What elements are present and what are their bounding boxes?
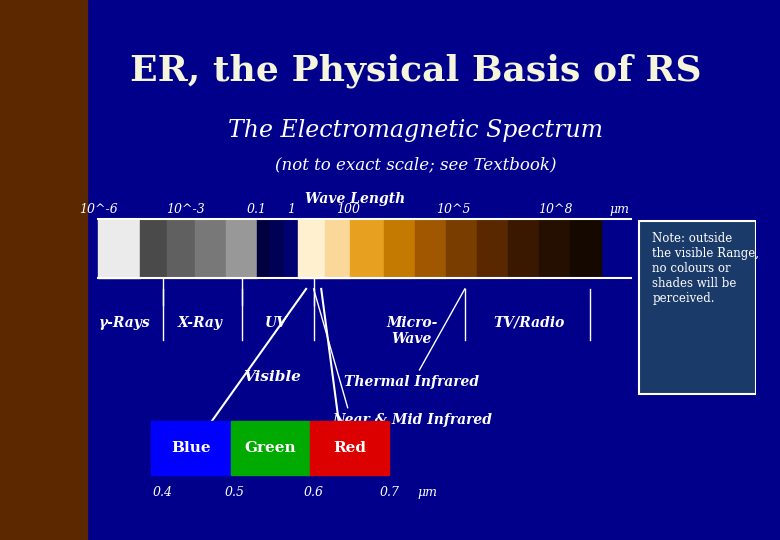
Text: Red: Red [333, 441, 366, 455]
Text: 0.6: 0.6 [303, 486, 324, 499]
Bar [167, 219, 195, 278]
Bar [140, 219, 167, 278]
Text: Green: Green [244, 441, 296, 455]
Text: (not to exact scale; see Textbook): (not to exact scale; see Textbook) [275, 157, 556, 173]
Bar [570, 219, 601, 278]
Text: X-Ray: X-Ray [178, 316, 223, 330]
Bar [151, 421, 231, 475]
Text: γ-Rays: γ-Rays [99, 316, 151, 330]
Text: 10^5: 10^5 [436, 203, 471, 216]
Bar [446, 219, 477, 278]
Bar [231, 421, 310, 475]
Bar [415, 219, 446, 278]
Text: (.... Sound
not part of ER): (.... Sound not part of ER) [639, 238, 755, 268]
Text: 1: 1 [287, 203, 295, 216]
Bar [195, 219, 225, 278]
Text: 0.5: 0.5 [225, 486, 244, 499]
Text: Near & Mid Infrared: Near & Mid Infrared [332, 413, 492, 427]
Bar [98, 219, 140, 278]
Text: Blue: Blue [171, 441, 211, 455]
Text: Micro-
Wave: Micro- Wave [386, 316, 438, 346]
Text: The Electromagnetic Spectrum: The Electromagnetic Spectrum [229, 119, 603, 142]
Text: 0.4: 0.4 [153, 486, 172, 499]
Text: 10^-3: 10^-3 [166, 203, 204, 216]
Text: 10^-6: 10^-6 [79, 203, 118, 216]
Bar [384, 219, 415, 278]
Bar [225, 219, 257, 278]
Text: Wave Length: Wave Length [305, 192, 406, 206]
Bar [271, 219, 284, 278]
Text: 0.1: 0.1 [247, 203, 267, 216]
Text: UV: UV [264, 316, 287, 330]
Text: 10^8: 10^8 [538, 203, 573, 216]
Bar [284, 219, 298, 278]
Bar [310, 421, 389, 475]
Text: μm: μm [610, 203, 629, 216]
Text: Visible: Visible [243, 370, 301, 384]
Bar [477, 219, 508, 278]
Text: 0.7: 0.7 [379, 486, 399, 499]
Text: 100: 100 [335, 203, 360, 216]
Bar [349, 219, 384, 278]
Bar [539, 219, 570, 278]
Bar [508, 219, 539, 278]
Bar [298, 219, 325, 278]
Text: TV/Radio: TV/Radio [494, 316, 565, 330]
Bar [0, 0, 87, 540]
Text: μm: μm [417, 486, 437, 499]
Text: Thermal Infrared: Thermal Infrared [344, 375, 480, 389]
Text: ER, the Physical Basis of RS: ER, the Physical Basis of RS [130, 54, 701, 89]
Bar [325, 219, 349, 278]
Bar [257, 219, 271, 278]
Text: Note: outside
the visible Range,
no colours or
shades will be
perceived.: Note: outside the visible Range, no colo… [652, 232, 759, 305]
FancyBboxPatch shape [639, 221, 756, 394]
